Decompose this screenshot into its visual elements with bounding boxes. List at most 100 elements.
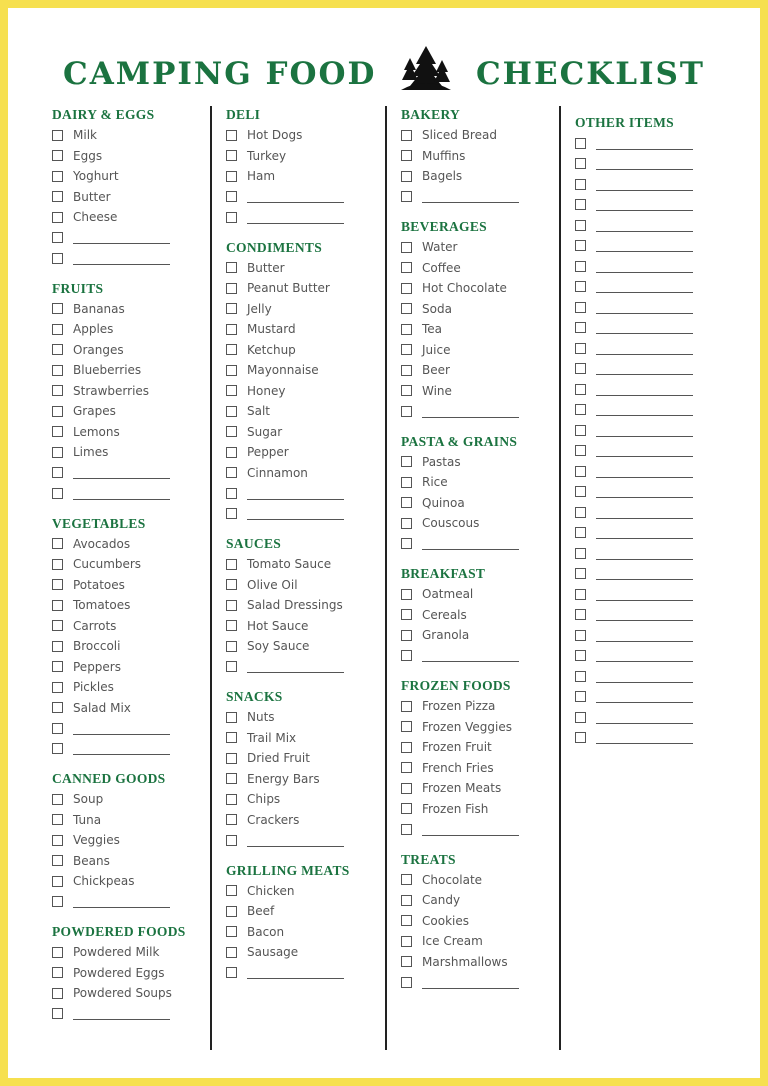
checkbox[interactable] bbox=[575, 363, 586, 375]
list-item[interactable] bbox=[52, 739, 212, 760]
checkbox[interactable] bbox=[575, 527, 586, 539]
checkbox[interactable] bbox=[52, 1008, 63, 1020]
blank-write-in-line[interactable] bbox=[73, 252, 170, 265]
list-item[interactable]: Frozen Veggies bbox=[401, 717, 561, 738]
list-item[interactable] bbox=[52, 892, 212, 913]
checkbox[interactable] bbox=[226, 773, 237, 785]
list-item[interactable]: Blueberries bbox=[52, 360, 212, 381]
list-item[interactable]: Frozen Meats bbox=[401, 778, 561, 799]
list-item[interactable]: Grapes bbox=[52, 401, 212, 422]
checkbox[interactable] bbox=[226, 191, 237, 203]
checkbox[interactable] bbox=[52, 743, 63, 755]
blank-write-in-line[interactable] bbox=[596, 485, 693, 499]
checkbox[interactable] bbox=[575, 568, 586, 580]
list-item[interactable]: Tuna bbox=[52, 810, 212, 831]
list-item[interactable]: Lemons bbox=[52, 422, 212, 443]
list-item[interactable]: Olive Oil bbox=[226, 575, 386, 596]
checkbox[interactable] bbox=[575, 547, 586, 559]
checkbox[interactable] bbox=[226, 946, 237, 958]
blank-write-in-line[interactable] bbox=[596, 629, 693, 642]
checkbox[interactable] bbox=[401, 976, 412, 988]
list-item[interactable]: Sliced Bread bbox=[401, 125, 561, 146]
checkbox[interactable] bbox=[226, 170, 237, 182]
checkbox[interactable] bbox=[575, 691, 586, 703]
list-item[interactable]: Frozen Fish bbox=[401, 799, 561, 820]
blank-write-in-line[interactable] bbox=[73, 742, 170, 756]
checkbox[interactable] bbox=[226, 732, 237, 744]
checkbox[interactable] bbox=[401, 538, 412, 550]
list-item[interactable]: Potatoes bbox=[52, 575, 212, 596]
checkbox[interactable] bbox=[52, 896, 63, 908]
checkbox[interactable] bbox=[226, 282, 237, 294]
checkbox[interactable] bbox=[401, 517, 412, 529]
list-item[interactable]: Oatmeal bbox=[401, 584, 561, 605]
checkbox[interactable] bbox=[575, 424, 586, 436]
list-item[interactable] bbox=[575, 420, 735, 441]
checkbox[interactable] bbox=[226, 905, 237, 917]
list-item[interactable]: Sausage bbox=[226, 942, 386, 963]
checkbox[interactable] bbox=[575, 588, 586, 600]
blank-write-in-line[interactable] bbox=[596, 157, 693, 171]
list-item[interactable]: Tomato Sauce bbox=[226, 554, 386, 575]
checkbox[interactable] bbox=[52, 814, 63, 826]
list-item[interactable] bbox=[401, 534, 561, 555]
checkbox[interactable] bbox=[401, 782, 412, 794]
blank-write-in-line[interactable] bbox=[73, 1007, 170, 1021]
checkbox[interactable] bbox=[226, 344, 237, 356]
list-item[interactable]: Beef bbox=[226, 901, 386, 922]
checkbox[interactable] bbox=[226, 303, 237, 315]
checkbox[interactable] bbox=[575, 301, 586, 313]
checkbox[interactable] bbox=[575, 609, 586, 621]
checkbox[interactable] bbox=[401, 721, 412, 733]
list-item[interactable]: Muffins bbox=[401, 146, 561, 167]
checkbox[interactable] bbox=[226, 967, 237, 979]
list-item[interactable] bbox=[575, 461, 735, 482]
checkbox[interactable] bbox=[401, 823, 412, 835]
checkbox[interactable] bbox=[401, 385, 412, 397]
list-item[interactable] bbox=[226, 657, 386, 678]
list-item[interactable]: Honey bbox=[226, 381, 386, 402]
checkbox[interactable] bbox=[226, 385, 237, 397]
checkbox[interactable] bbox=[52, 579, 63, 591]
list-item[interactable]: Coffee bbox=[401, 258, 561, 279]
list-item[interactable]: Strawberries bbox=[52, 381, 212, 402]
list-item[interactable] bbox=[52, 228, 212, 249]
checkbox[interactable] bbox=[575, 670, 586, 682]
checkbox[interactable] bbox=[401, 456, 412, 468]
list-item[interactable]: Oranges bbox=[52, 340, 212, 361]
list-item[interactable]: Water bbox=[401, 237, 561, 258]
checkbox[interactable] bbox=[226, 150, 237, 162]
checkbox[interactable] bbox=[401, 241, 412, 253]
checkbox[interactable] bbox=[401, 700, 412, 712]
list-item[interactable]: Cinnamon bbox=[226, 463, 386, 484]
list-item[interactable] bbox=[575, 707, 735, 728]
list-item[interactable]: Yoghurt bbox=[52, 166, 212, 187]
list-item[interactable]: Dried Fruit bbox=[226, 748, 386, 769]
blank-write-in-line[interactable] bbox=[596, 690, 693, 704]
checkbox[interactable] bbox=[52, 661, 63, 673]
checkbox[interactable] bbox=[52, 722, 63, 734]
checkbox[interactable] bbox=[226, 793, 237, 805]
checkbox[interactable] bbox=[575, 383, 586, 395]
list-item[interactable]: Pickles bbox=[52, 677, 212, 698]
checkbox[interactable] bbox=[226, 752, 237, 764]
checkbox[interactable] bbox=[52, 446, 63, 458]
blank-write-in-line[interactable] bbox=[596, 711, 693, 724]
checkbox[interactable] bbox=[575, 486, 586, 498]
checkbox[interactable] bbox=[575, 445, 586, 457]
checkbox[interactable] bbox=[226, 467, 237, 479]
blank-write-in-line[interactable] bbox=[596, 588, 693, 601]
list-item[interactable]: Trail Mix bbox=[226, 728, 386, 749]
checkbox[interactable] bbox=[575, 322, 586, 334]
list-item[interactable]: Hot Dogs bbox=[226, 125, 386, 146]
checkbox[interactable] bbox=[226, 364, 237, 376]
list-item[interactable]: Powdered Soups bbox=[52, 983, 212, 1004]
checkbox[interactable] bbox=[52, 875, 63, 887]
checkbox[interactable] bbox=[226, 323, 237, 335]
checkbox[interactable] bbox=[575, 219, 586, 231]
list-item[interactable]: Veggies bbox=[52, 830, 212, 851]
list-item[interactable]: Powdered Eggs bbox=[52, 963, 212, 984]
checkbox[interactable] bbox=[226, 262, 237, 274]
checkbox[interactable] bbox=[52, 191, 63, 203]
checkbox[interactable] bbox=[401, 894, 412, 906]
